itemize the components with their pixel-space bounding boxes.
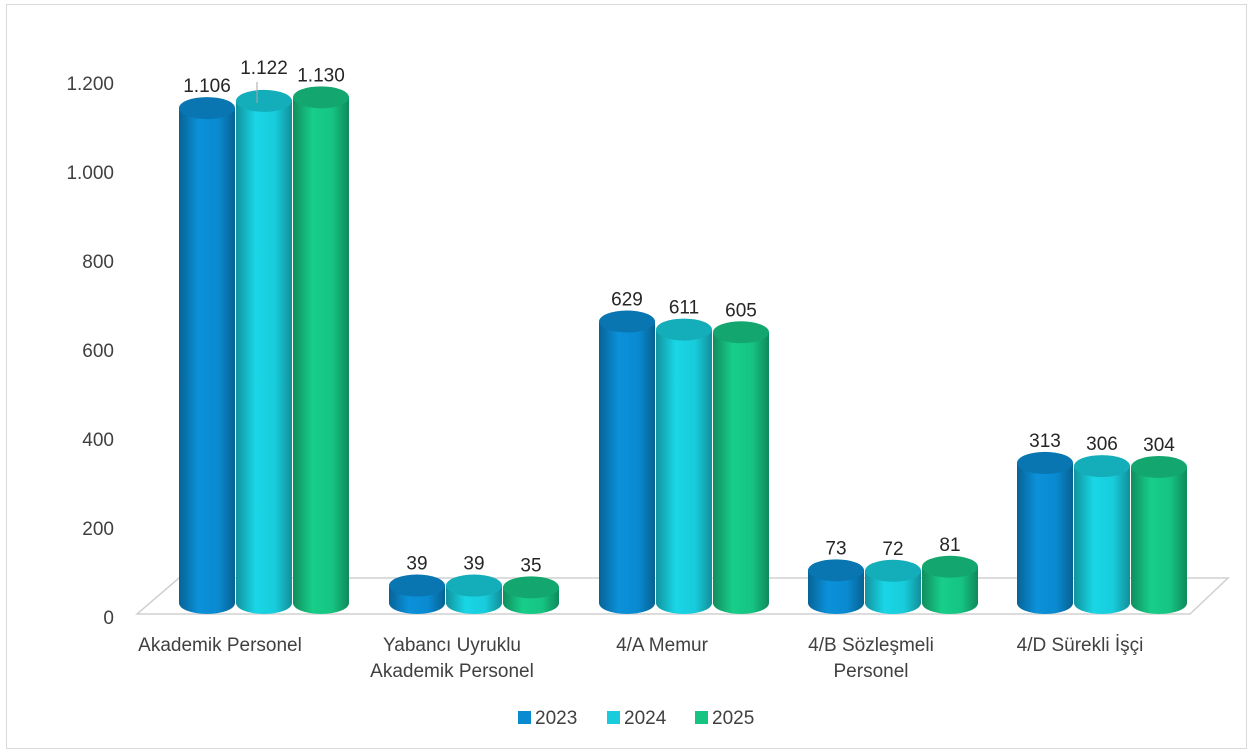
bar bbox=[808, 559, 864, 614]
data-label: 35 bbox=[520, 555, 541, 576]
y-tick-label: 0 bbox=[103, 608, 114, 629]
legend-label: 2025 bbox=[712, 708, 754, 729]
data-label: 306 bbox=[1086, 434, 1118, 455]
data-label: 81 bbox=[939, 535, 960, 556]
legend-item: 2025 bbox=[695, 708, 754, 729]
data-label: 313 bbox=[1029, 431, 1061, 452]
data-label: 611 bbox=[669, 298, 699, 319]
y-tick-label: 200 bbox=[82, 519, 114, 540]
data-label: 39 bbox=[406, 554, 427, 575]
data-labels: 1.106 1.122 1.130 39 39 35 629 611 605 73 72 81 313 3… bbox=[183, 58, 1175, 576]
data-label: 72 bbox=[882, 539, 903, 560]
data-label: 1.130 bbox=[297, 65, 345, 86]
bar bbox=[293, 86, 349, 614]
bar bbox=[599, 310, 655, 614]
y-tick-label: 400 bbox=[82, 430, 114, 451]
bar bbox=[179, 97, 235, 614]
bar bbox=[389, 574, 445, 614]
x-tick-label: 4/B Sözleşmeli bbox=[808, 635, 934, 656]
bar bbox=[1074, 455, 1130, 614]
legend-item: 2023 bbox=[518, 708, 577, 729]
data-label: 1.106 bbox=[183, 76, 231, 97]
legend-swatch bbox=[695, 711, 708, 724]
data-label: 1.122 bbox=[240, 58, 288, 79]
y-axis: 0 200 400 600 800 1.000 1.200 bbox=[66, 74, 114, 629]
bar bbox=[1017, 451, 1073, 614]
bar bbox=[865, 559, 921, 614]
data-label: 629 bbox=[611, 290, 643, 311]
y-tick-label: 600 bbox=[82, 341, 114, 362]
legend-item: 2024 bbox=[607, 708, 667, 729]
x-tick-label: Personel bbox=[834, 661, 909, 682]
legend: 2023 2024 2025 bbox=[518, 708, 754, 729]
bar bbox=[446, 574, 502, 614]
data-label: 39 bbox=[463, 554, 484, 575]
bar bbox=[656, 318, 712, 614]
bar bbox=[922, 555, 978, 614]
x-axis: Akademik Personel Yabancı Uyruklu Akademik… bbox=[138, 635, 1143, 682]
legend-swatch bbox=[518, 711, 531, 724]
bar bbox=[1131, 455, 1187, 614]
legend-swatch bbox=[607, 711, 620, 724]
legend-label: 2024 bbox=[624, 708, 667, 729]
y-tick-label: 1.000 bbox=[66, 163, 114, 184]
x-tick-label: 4/A Memur bbox=[616, 635, 709, 656]
bars bbox=[179, 86, 1187, 614]
x-tick-label: Akademik Personel bbox=[370, 661, 534, 682]
data-label: 73 bbox=[825, 538, 846, 559]
bar bbox=[236, 89, 292, 614]
x-tick-label: 4/D Sürekli İşçi bbox=[1017, 635, 1144, 656]
bar bbox=[503, 576, 559, 614]
bar bbox=[713, 321, 769, 614]
data-label: 605 bbox=[725, 300, 757, 321]
x-tick-label: Yabancı Uyruklu bbox=[383, 635, 521, 656]
x-tick-label: Akademik Personel bbox=[138, 635, 302, 656]
legend-label: 2023 bbox=[535, 708, 577, 729]
data-label: 304 bbox=[1143, 435, 1175, 456]
y-tick-label: 800 bbox=[82, 252, 114, 273]
y-tick-label: 1.200 bbox=[66, 74, 114, 95]
